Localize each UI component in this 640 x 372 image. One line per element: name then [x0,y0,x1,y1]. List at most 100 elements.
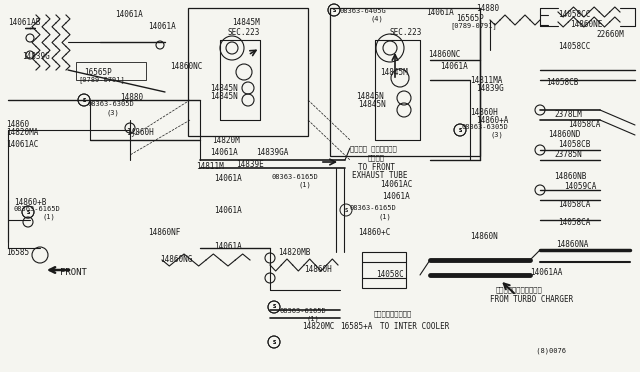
Text: S: S [273,340,276,344]
Text: [0789-0791]: [0789-0791] [78,76,125,83]
Text: (1): (1) [378,214,391,221]
Bar [188,8,308,136]
Text: 14061AB: 14061AB [8,18,40,27]
Text: 2378LM: 2378LM [554,110,582,119]
Text: (1): (1) [306,316,319,323]
Text: 08363-6165D: 08363-6165D [14,206,61,212]
Text: 14061A: 14061A [115,10,143,19]
Text: S: S [26,209,29,215]
Text: 14058CB: 14058CB [558,140,590,149]
Text: 08363-6405G: 08363-6405G [340,8,387,14]
Text: 14061A: 14061A [210,148,237,157]
Text: S: S [344,208,348,212]
Text: 14061AC: 14061AC [380,180,412,189]
Text: 08363-6165D: 08363-6165D [272,174,319,180]
Text: 16565P: 16565P [456,14,484,23]
Text: 14860+A: 14860+A [476,116,508,125]
Text: 14845M: 14845M [380,68,408,77]
Text: 08363-6305D: 08363-6305D [87,101,134,107]
Text: SEC.223: SEC.223 [390,28,422,37]
Text: 14058CC: 14058CC [558,42,590,51]
Text: SEC.223: SEC.223 [228,28,260,37]
Bar [362,252,406,288]
Text: (1): (1) [298,182,311,189]
Text: 14845M: 14845M [232,18,260,27]
Text: 16565P: 16565P [84,68,112,77]
Text: 14860H: 14860H [304,265,332,274]
Text: 14860+B: 14860+B [14,198,46,207]
Text: 14860NB: 14860NB [554,172,586,181]
Text: 14845N: 14845N [210,84,237,93]
Text: 14061AA: 14061AA [530,268,563,277]
Text: 14860N: 14860N [470,232,498,241]
Text: S: S [83,97,86,103]
Text: 14061A: 14061A [148,22,176,31]
Text: 14860NE: 14860NE [570,20,602,29]
Text: FROM TURBO CHARGER: FROM TURBO CHARGER [490,295,573,304]
Text: 14839GA: 14839GA [256,148,289,157]
Text: インタークーラーへ: インタークーラーへ [374,310,412,317]
Text: 14845N: 14845N [358,100,386,109]
Text: 14845N: 14845N [210,92,237,101]
Text: 14860: 14860 [6,120,29,129]
Text: 14061A: 14061A [214,242,242,251]
Text: フロント エキゾースト: フロント エキゾースト [350,145,397,152]
Text: 14820MA: 14820MA [6,128,38,137]
Text: 14061A: 14061A [426,8,454,17]
Text: 14860+C: 14860+C [358,228,390,237]
Text: S: S [332,7,335,13]
Text: (4): (4) [370,16,383,22]
Text: 22660M: 22660M [596,30,624,39]
Bar [76,62,146,80]
Text: 14058CA: 14058CA [558,200,590,209]
Text: 14860NG: 14860NG [160,255,193,264]
Text: 14839G: 14839G [476,84,504,93]
Text: 14058CC: 14058CC [558,10,590,19]
Bar [330,8,480,156]
Text: ターボチャージャーから: ターボチャージャーから [496,286,543,293]
Text: 14860ND: 14860ND [548,130,580,139]
Text: チュウブ: チュウブ [368,154,385,161]
Text: (1): (1) [42,214,55,221]
Text: 14845N: 14845N [356,92,384,101]
Text: 08363-6165D: 08363-6165D [350,205,397,211]
Text: 14880: 14880 [120,93,143,102]
Text: 14058CA: 14058CA [568,120,600,129]
Text: S: S [26,209,29,215]
Text: S: S [458,128,461,132]
Text: 14880: 14880 [476,4,499,13]
Text: 14860NA: 14860NA [556,240,588,249]
Text: 08363-6305D: 08363-6305D [462,124,509,130]
Text: [0789-0791]: [0789-0791] [450,22,497,29]
Text: 14860H: 14860H [470,108,498,117]
Text: (3): (3) [490,132,503,138]
Text: 14839G: 14839G [22,52,50,61]
Text: 14820MC: 14820MC [302,322,334,331]
Text: 14061A: 14061A [440,62,468,71]
Text: (8)0076: (8)0076 [532,348,566,355]
Text: 14811MA: 14811MA [470,76,502,85]
Text: 14061AC: 14061AC [6,140,38,149]
Text: TO FRONT: TO FRONT [358,163,395,172]
Text: 14061A: 14061A [214,206,242,215]
Text: EXHAUST TUBE: EXHAUST TUBE [352,171,408,180]
Text: 14860H: 14860H [126,128,154,137]
Text: S: S [273,305,276,310]
Text: S: S [273,340,276,344]
Text: (3): (3) [107,109,120,115]
Text: 16585+A: 16585+A [340,322,372,331]
Text: 14860NC: 14860NC [428,50,460,59]
Text: S: S [332,7,335,13]
Text: 14059CA: 14059CA [564,182,596,191]
Text: 14820M: 14820M [212,136,240,145]
Text: 14061A: 14061A [214,174,242,183]
Text: 16585: 16585 [6,248,29,257]
Text: 23785N: 23785N [554,150,582,159]
Text: 14058CA: 14058CA [558,218,590,227]
Text: S: S [83,97,86,103]
Text: TO INTER COOLER: TO INTER COOLER [380,322,449,331]
Text: S: S [458,128,461,132]
Text: 14860NF: 14860NF [148,228,180,237]
Text: 14811M: 14811M [196,162,224,171]
Text: 14058C: 14058C [376,270,404,279]
